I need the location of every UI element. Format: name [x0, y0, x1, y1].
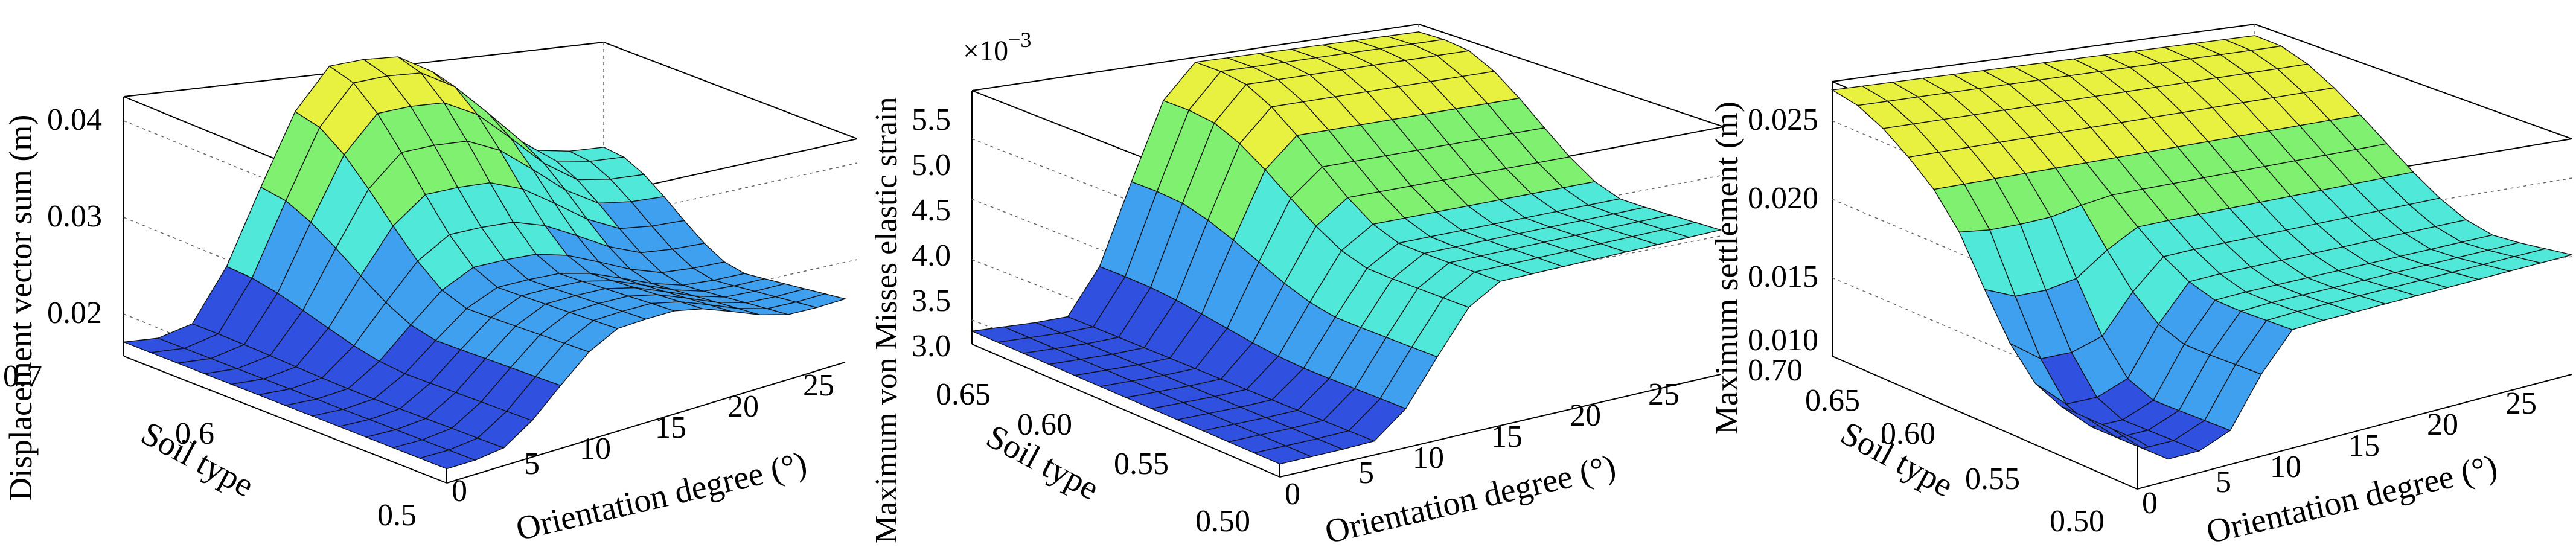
chart-panel-3: 0.025 0.020 0.015 0.010 0.70 0.65 0.60 0… — [1702, 0, 2576, 550]
z-tick-label: 4.5 — [912, 193, 951, 228]
exponent-label: ×10−3 — [963, 28, 1031, 67]
x-tick-label: 10 — [1413, 441, 1444, 475]
svg-text:×10−3: ×10−3 — [963, 28, 1031, 67]
x-tick-labels: 0 5 10 15 20 25 — [452, 368, 834, 508]
x-tick-labels: 0 5 10 15 20 25 — [2142, 386, 2537, 520]
z-tick-label: 0.020 — [1748, 181, 1818, 216]
z-tick-label: 3.0 — [912, 329, 951, 363]
z-axis-label: Maximum von Misses elastic strain — [869, 97, 904, 543]
z-tick-label: 0.04 — [47, 103, 102, 137]
surface — [970, 31, 1722, 465]
x-tick-label: 25 — [2505, 386, 2537, 421]
x-tick-label: 25 — [803, 368, 834, 403]
y-tick-labels: 0.65 0.60 0.55 0.50 — [936, 377, 1250, 539]
surface-patch — [794, 293, 847, 309]
y-tick-label: 0.55 — [1114, 447, 1169, 481]
y-tick-labels: 0.70 0.65 0.60 0.55 0.50 — [1748, 353, 2105, 539]
x-tick-label: 15 — [1491, 420, 1523, 454]
z-tick-label: 4.0 — [912, 238, 951, 273]
y-tick-label: 0.50 — [1195, 504, 1250, 539]
z-axis-label: Maximum settlement (m) — [1708, 101, 1745, 435]
x-tick-label: 20 — [2427, 408, 2458, 442]
z-tick-labels: 5.5 5.0 4.5 4.0 3.5 3.0 — [912, 103, 951, 363]
y-tick-label: 0.65 — [1805, 383, 1860, 418]
y-tick-label: 0.5 — [377, 498, 417, 532]
y-tick-label: 0.6 — [175, 417, 214, 451]
y-tick-label: 0.55 — [1965, 462, 2020, 496]
x-tick-label: 15 — [655, 411, 686, 445]
z-tick-label: 0.010 — [1748, 323, 1818, 357]
exponent-base: ×10 — [963, 35, 1008, 67]
x-tick-label: 5 — [2216, 465, 2231, 499]
x-tick-label: 0 — [2142, 486, 2158, 520]
x-tick-label: 5 — [1358, 456, 1374, 490]
surface-patch — [2514, 248, 2572, 264]
x-tick-label: 20 — [1570, 398, 1601, 433]
x-axis-label: Orientation degree (°) — [513, 445, 810, 547]
x-tick-label: 15 — [2348, 429, 2380, 463]
z-tick-labels: 0.025 0.020 0.015 0.010 — [1748, 103, 1818, 357]
chart-panel-1: 0.04 0.03 0.02 0.7 0.6 0.5 0 5 10 15 20 … — [0, 0, 858, 548]
y-tick-label: 0.60 — [1017, 408, 1072, 442]
x-tick-label: 25 — [1648, 377, 1680, 412]
x-tick-label: 20 — [727, 389, 759, 424]
x-tick-label: 0 — [1285, 477, 1300, 511]
z-tick-label: 0.025 — [1748, 103, 1818, 137]
z-tick-label: 0.03 — [47, 199, 102, 234]
x-tick-label: 10 — [2270, 450, 2301, 484]
chart-2: ×10−3 5.5 5.0 4.5 4.0 3.5 3.0 0.65 0.60 … — [869, 24, 1724, 550]
chart-3: 0.025 0.020 0.015 0.010 0.70 0.65 0.60 0… — [1708, 24, 2572, 550]
x-tick-label: 5 — [524, 447, 540, 481]
chart-1: 0.04 0.03 0.02 0.7 0.6 0.5 0 5 10 15 20 … — [2, 42, 858, 548]
y-tick-label: 0.60 — [1881, 417, 1935, 451]
x-tick-labels: 0 5 10 15 20 25 — [1285, 377, 1680, 511]
y-tick-label: 0.7 — [3, 359, 42, 394]
chart-panel-2: ×10−3 5.5 5.0 4.5 4.0 3.5 3.0 0.65 0.60 … — [869, 0, 1733, 550]
surface — [1830, 35, 2572, 460]
y-tick-label: 0.50 — [2050, 504, 2105, 539]
x-tick-label: 10 — [580, 432, 611, 466]
y-tick-labels: 0.7 0.6 0.5 — [3, 359, 417, 532]
x-tick-label: 0 — [452, 474, 467, 508]
z-tick-label: 0.02 — [47, 296, 102, 330]
z-axis-label: Displacement vector sum (m) — [2, 115, 39, 501]
exponent-power: −3 — [1008, 28, 1031, 52]
z-tick-label: 5.0 — [912, 148, 951, 182]
z-tick-labels: 0.04 0.03 0.02 — [47, 103, 102, 330]
y-tick-label: 0.70 — [1748, 353, 1803, 388]
y-tick-label: 0.65 — [936, 377, 991, 412]
z-tick-label: 0.015 — [1748, 260, 1818, 294]
surface — [123, 56, 847, 470]
surface-patch — [1662, 222, 1722, 238]
z-tick-label: 5.5 — [912, 103, 951, 137]
z-tick-label: 3.5 — [912, 284, 951, 318]
